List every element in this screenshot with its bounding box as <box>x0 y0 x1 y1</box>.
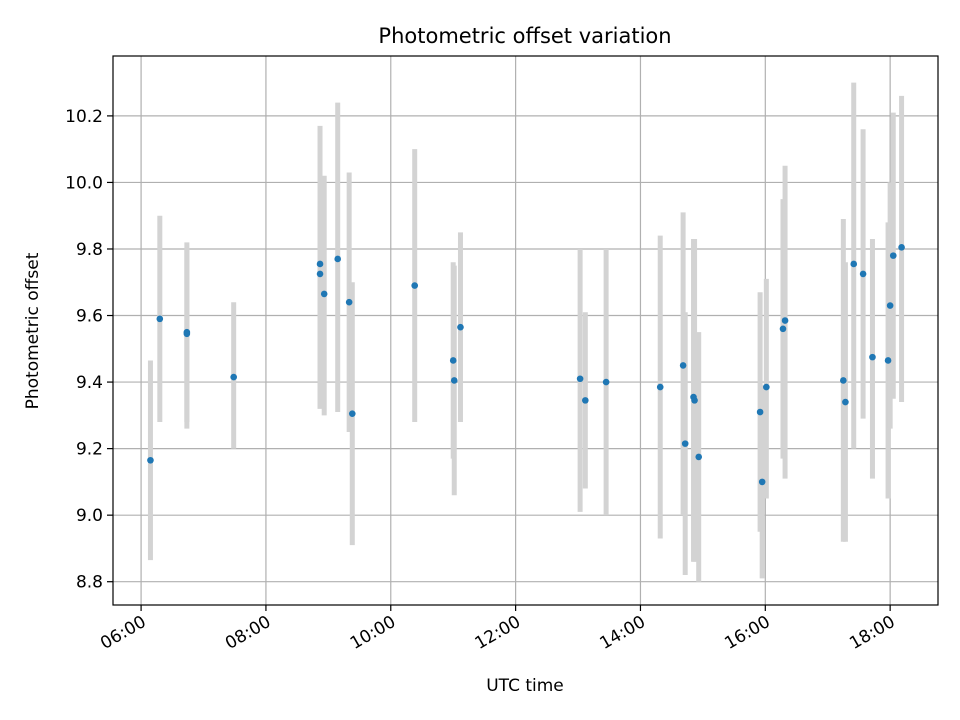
data-point <box>147 456 154 464</box>
y-tick-label: 9.8 <box>76 240 103 260</box>
data-point <box>316 270 324 278</box>
y-tick-label: 9.4 <box>76 373 103 393</box>
y-tick-label: 9.2 <box>76 440 103 460</box>
data-points <box>147 244 905 486</box>
data-point <box>582 397 589 404</box>
data-point <box>884 357 892 364</box>
data-point <box>886 302 894 309</box>
y-tick-label: 8.8 <box>76 573 103 593</box>
data-point <box>758 478 766 486</box>
data-point <box>763 383 770 391</box>
y-tick-label: 10.0 <box>65 173 103 193</box>
data-point <box>156 315 164 323</box>
x-axis-label: UTC time <box>486 676 564 696</box>
y-axis-label: Photometric offset <box>23 252 43 409</box>
data-point <box>656 383 664 391</box>
data-point <box>602 378 610 386</box>
y-tick-label: 10.2 <box>65 107 103 127</box>
data-point <box>779 325 787 333</box>
data-point <box>411 282 419 289</box>
data-point <box>781 317 789 324</box>
y-tick-label: 9.6 <box>76 307 103 327</box>
data-point <box>691 397 698 404</box>
data-point <box>320 290 328 298</box>
data-point <box>840 377 847 384</box>
data-point <box>842 398 849 406</box>
y-tick-label: 9.0 <box>76 506 103 526</box>
data-point <box>889 252 897 259</box>
y-axis: 8.8 9.0 9.2 9.4 9.6 9.8 10.0 10.2 <box>65 107 113 593</box>
data-point <box>230 373 237 381</box>
data-point <box>756 408 764 416</box>
data-point <box>681 440 689 447</box>
data-point <box>450 377 458 384</box>
data-point <box>850 260 858 268</box>
plot-frame <box>112 55 939 606</box>
chart-title: Photometric offset variation <box>378 24 671 48</box>
data-point <box>345 298 353 306</box>
data-point <box>457 323 464 331</box>
data-point <box>859 270 867 278</box>
data-point <box>334 255 342 263</box>
data-point <box>348 410 356 417</box>
data-point <box>576 375 584 383</box>
data-point <box>316 260 324 268</box>
data-point <box>869 353 876 361</box>
data-point <box>695 453 703 461</box>
data-point <box>679 362 687 369</box>
data-point <box>898 244 905 251</box>
data-point <box>183 330 191 338</box>
data-point <box>449 357 457 364</box>
